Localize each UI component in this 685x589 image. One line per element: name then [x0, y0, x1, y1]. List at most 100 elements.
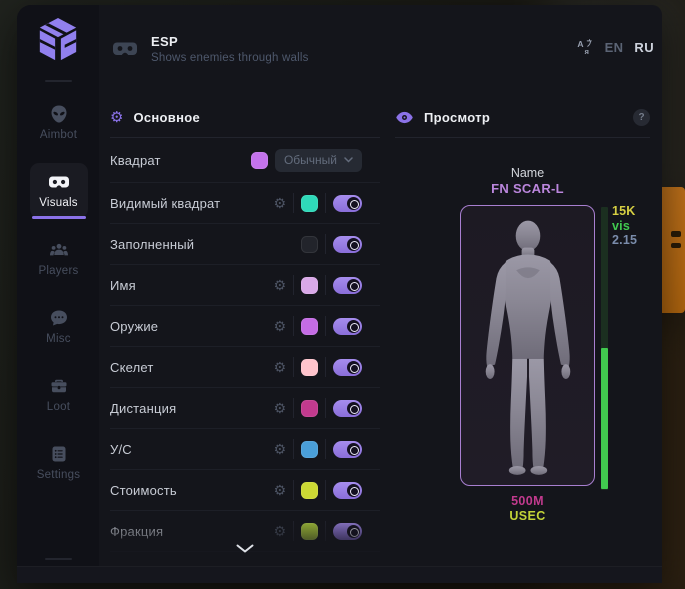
- setting-row-visible-square: Видимый квадрат ⚙: [110, 183, 380, 224]
- setting-label: Заполненный: [110, 236, 195, 252]
- sidebar-item-players[interactable]: Players: [30, 231, 88, 286]
- color-swatch[interactable]: [301, 522, 318, 540]
- sidebar-item-label: Misc: [46, 333, 71, 345]
- color-swatch[interactable]: [301, 481, 318, 499]
- color-swatch[interactable]: [301, 276, 318, 294]
- sidebar-item-aimbot[interactable]: Aimbot: [30, 95, 88, 150]
- stat-uc: 2.15: [612, 233, 638, 247]
- gear-icon[interactable]: ⚙: [273, 195, 286, 211]
- lang-option-en[interactable]: EN: [604, 39, 624, 55]
- page-title: ESP: [151, 34, 178, 49]
- target-faction: USEC: [509, 508, 546, 523]
- chest-icon: [51, 379, 66, 393]
- divider: [395, 137, 650, 138]
- toggle-switch[interactable]: [333, 235, 362, 253]
- sg-cube-logo-icon: [39, 18, 77, 61]
- setting-label: Фракция: [110, 523, 164, 539]
- setting-row-skeleton: Скелет ⚙: [110, 347, 380, 388]
- setting-row-uc: У/С ⚙: [110, 429, 380, 470]
- divider: [110, 137, 380, 138]
- gear-icon[interactable]: ⚙: [273, 482, 286, 498]
- setting-row-name: Имя ⚙: [110, 265, 380, 306]
- setting-label: Видимый квадрат: [110, 195, 221, 211]
- toggle-switch[interactable]: [333, 522, 362, 540]
- setting-label: Квадрат: [110, 152, 161, 168]
- gear-icon[interactable]: ⚙: [273, 523, 286, 539]
- color-swatch[interactable]: [250, 151, 268, 169]
- toggle-switch[interactable]: [333, 358, 362, 376]
- color-swatch[interactable]: [301, 399, 318, 417]
- chevron-down-icon[interactable]: [236, 544, 254, 553]
- toggle-switch[interactable]: [333, 399, 362, 417]
- setting-row-value: Стоимость ⚙: [110, 470, 380, 511]
- gear-icon[interactable]: ⚙: [273, 318, 286, 334]
- gear-icon[interactable]: ⚙: [273, 359, 286, 375]
- chat-bubble-icon: [50, 310, 67, 326]
- window-footer: [17, 566, 662, 583]
- player-model-preview: [460, 205, 595, 486]
- divider: [45, 80, 72, 82]
- sidebar-item-label: Players: [38, 265, 79, 277]
- sidebar-item-label: Aimbot: [39, 129, 78, 141]
- setting-label: У/С: [110, 441, 132, 457]
- setting-label: Оружие: [110, 318, 159, 334]
- setting-row-distance: Дистанция ⚙: [110, 388, 380, 429]
- gear-icon[interactable]: ⚙: [273, 277, 286, 293]
- section-title: Просмотр: [424, 109, 491, 125]
- setting-row-filled: Заполненный: [110, 224, 380, 265]
- sidebar-item-label: Visuals: [39, 197, 78, 209]
- toggle-switch[interactable]: [333, 440, 362, 458]
- target-name-label: Name: [510, 166, 545, 180]
- sidebar-item-visuals[interactable]: Visuals: [29, 163, 88, 219]
- settings-rows: Квадрат Обычный Видимый квадрат ⚙ Заполн…: [110, 138, 380, 552]
- setting-label: Скелет: [110, 359, 154, 375]
- gear-icon[interactable]: ⚙: [273, 400, 286, 416]
- cheat-menu-window: Aimbot Visuals Players Misc Loot: [17, 5, 662, 583]
- alien-icon: [51, 105, 66, 123]
- setting-label: Дистанция: [110, 400, 177, 416]
- color-swatch[interactable]: [301, 317, 318, 335]
- color-swatch[interactable]: [301, 235, 318, 253]
- list-icon: [52, 446, 65, 462]
- human-model: [485, 220, 570, 475]
- people-icon: [49, 243, 68, 256]
- vr-goggles-icon: [113, 42, 137, 55]
- chevron-down-icon: [344, 157, 353, 163]
- gear-icon: ⚙: [110, 108, 124, 126]
- gear-icon[interactable]: ⚙: [273, 441, 286, 457]
- sidebar-item-label: Settings: [36, 469, 81, 481]
- color-swatch[interactable]: [301, 194, 318, 212]
- toggle-switch[interactable]: [333, 317, 362, 335]
- health-bar-fill: [601, 347, 608, 489]
- color-swatch[interactable]: [301, 358, 318, 376]
- toggle-switch[interactable]: [333, 276, 362, 294]
- sidebar-item-misc[interactable]: Misc: [30, 299, 88, 354]
- setting-row-square: Квадрат Обычный: [110, 138, 380, 183]
- toggle-switch[interactable]: [333, 481, 362, 499]
- translate-icon: Aя: [577, 39, 592, 56]
- eye-icon: [396, 111, 413, 123]
- section-preview: Просмотр ? Name FN SCAR-L: [395, 100, 650, 570]
- sidebar-nav: Aimbot Visuals Players Misc Loot: [17, 95, 100, 490]
- sidebar-item-settings[interactable]: Settings: [30, 435, 88, 490]
- setting-label: Имя: [110, 277, 136, 293]
- section-main-settings: ⚙ Основное Квадрат Обычный Видимый квадр…: [110, 100, 380, 570]
- page-subtitle: Shows enemies through walls: [151, 52, 309, 64]
- divider: [45, 558, 72, 560]
- sidebar-item-loot[interactable]: Loot: [30, 367, 88, 422]
- color-swatch[interactable]: [301, 440, 318, 458]
- help-badge[interactable]: ?: [633, 108, 650, 126]
- target-distance: 500M: [511, 494, 544, 508]
- toggle-switch[interactable]: [333, 194, 362, 212]
- stat-value: 15K: [612, 204, 636, 218]
- svg-text:A: A: [577, 39, 583, 49]
- square-style-dropdown[interactable]: Обычный: [274, 148, 362, 172]
- section-title: Основное: [133, 109, 201, 125]
- setting-row-weapon: Оружие ⚙: [110, 306, 380, 347]
- setting-label: Стоимость: [110, 482, 177, 498]
- lang-option-ru[interactable]: RU: [634, 39, 654, 55]
- sidebar-item-label: Loot: [46, 401, 71, 413]
